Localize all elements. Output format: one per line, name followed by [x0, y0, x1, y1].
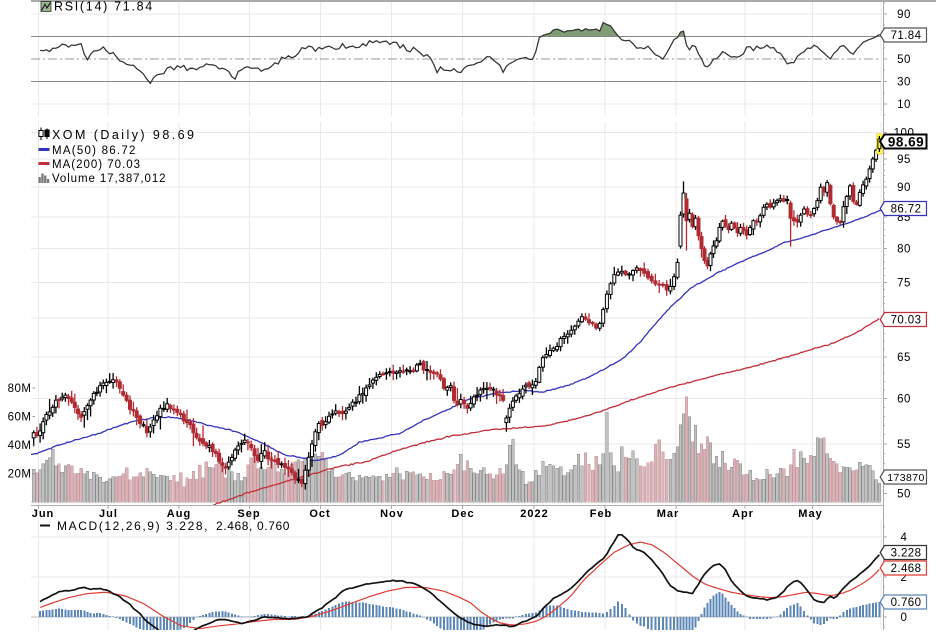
svg-text:0.760: 0.760	[257, 519, 290, 533]
svg-text:Jun: Jun	[32, 508, 55, 520]
svg-text:MA(50) 86.72: MA(50) 86.72	[52, 145, 137, 157]
svg-text:MACD(12,26,9) 3.228,: MACD(12,26,9) 3.228,	[57, 519, 209, 533]
svg-text:86.72: 86.72	[891, 204, 922, 216]
svg-text:Sep: Sep	[237, 508, 260, 520]
svg-text:71.84: 71.84	[891, 30, 922, 42]
svg-text:Oct: Oct	[309, 508, 330, 520]
svg-text:80M: 80M	[8, 383, 32, 395]
svg-text:30: 30	[897, 77, 911, 89]
svg-text:95: 95	[897, 154, 911, 166]
svg-text:65: 65	[897, 352, 911, 364]
svg-text:90: 90	[897, 182, 911, 194]
svg-text:Volume 17,387,012: Volume 17,387,012	[52, 173, 166, 185]
svg-text:60M: 60M	[8, 412, 32, 424]
svg-text:80: 80	[897, 244, 911, 256]
svg-text:75: 75	[897, 277, 911, 289]
svg-text:0.760: 0.760	[891, 597, 922, 609]
svg-text:0: 0	[901, 612, 908, 624]
svg-text:Aug: Aug	[167, 508, 191, 520]
svg-text:4: 4	[901, 532, 908, 544]
svg-text:2.468,: 2.468,	[216, 519, 253, 533]
svg-text:40M: 40M	[8, 440, 32, 452]
svg-text:50: 50	[897, 489, 911, 501]
svg-text:98.69: 98.69	[888, 134, 924, 149]
svg-text:Apr: Apr	[732, 508, 754, 520]
svg-text:2: 2	[901, 572, 908, 584]
svg-text:173870: 173870	[887, 472, 924, 484]
svg-text:XOM (Daily) 98.69: XOM (Daily) 98.69	[52, 128, 196, 142]
svg-text:70.03: 70.03	[891, 315, 922, 327]
svg-text:2022: 2022	[520, 508, 548, 520]
svg-text:May: May	[798, 508, 822, 520]
svg-text:60: 60	[897, 394, 911, 406]
svg-text:Jul: Jul	[99, 508, 118, 520]
svg-text:2.468: 2.468	[891, 563, 922, 575]
svg-text:55: 55	[897, 439, 911, 451]
svg-text:90: 90	[897, 9, 911, 21]
svg-text:Nov: Nov	[380, 508, 404, 520]
svg-text:Mar: Mar	[657, 508, 680, 520]
svg-text:RSI(14) 71.84: RSI(14) 71.84	[54, 0, 154, 14]
svg-text:50: 50	[897, 54, 911, 66]
svg-text:Dec: Dec	[451, 508, 474, 520]
svg-text:Feb: Feb	[590, 508, 613, 520]
svg-text:MA(200) 70.03: MA(200) 70.03	[52, 159, 141, 171]
svg-text:3.228: 3.228	[891, 548, 922, 560]
svg-text:10: 10	[897, 99, 911, 111]
svg-text:20M: 20M	[8, 469, 32, 481]
